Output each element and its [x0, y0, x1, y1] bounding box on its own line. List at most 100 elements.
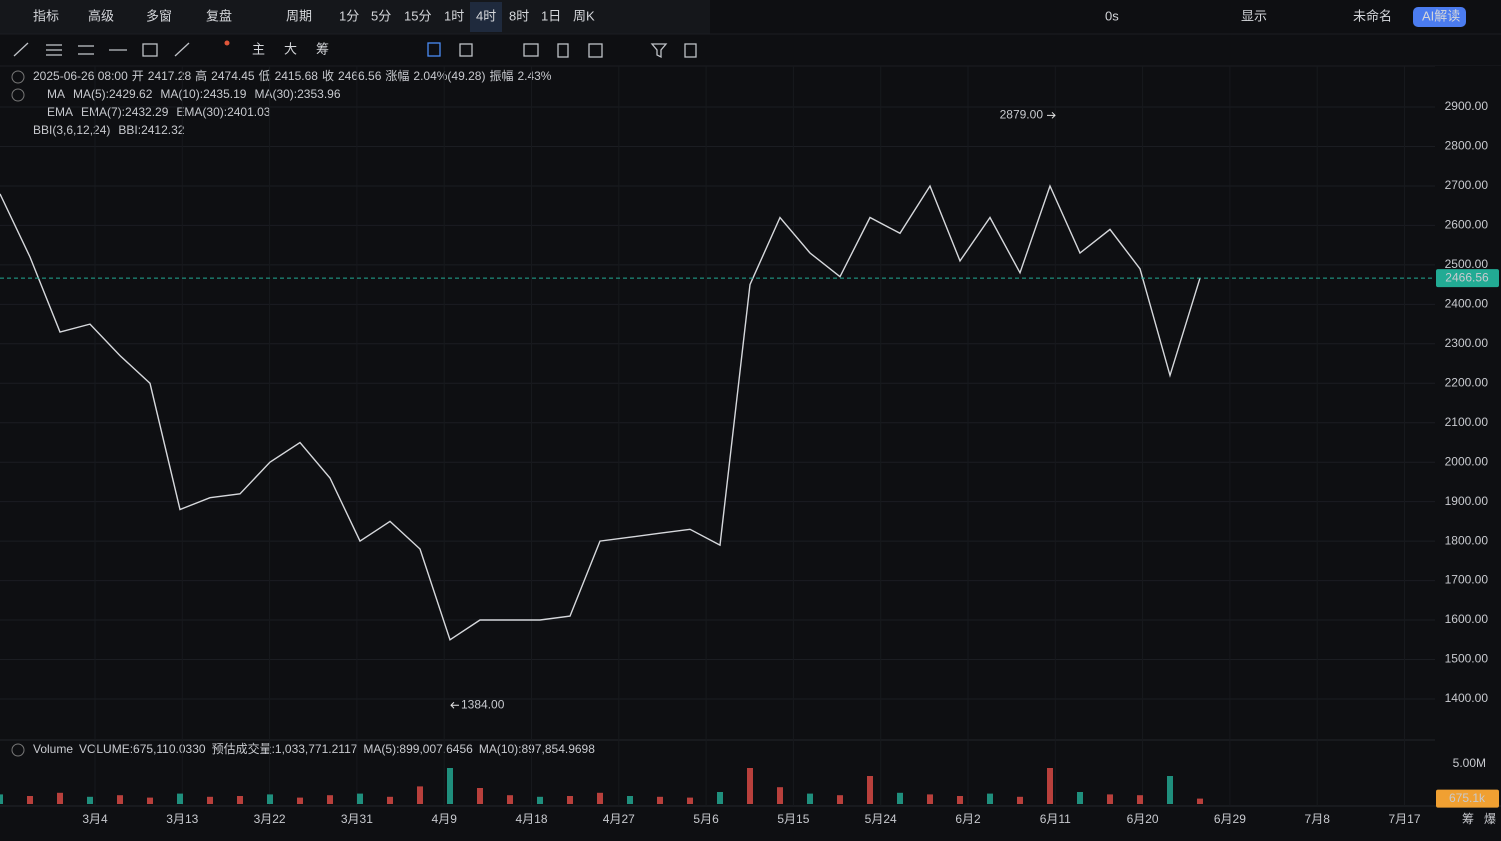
volume-bar — [657, 796, 663, 804]
info-value: 2.04%(49.28) — [413, 69, 485, 83]
volume-bar — [357, 793, 363, 804]
price-tag-label: 2466.56 — [1445, 270, 1489, 284]
top-toolbar — [0, 0, 710, 34]
toolbar-button[interactable]: 指标 — [33, 8, 59, 23]
volume-bar — [1107, 794, 1113, 804]
x-tick-label: 3月13 — [166, 812, 198, 826]
x-tick-label: 4月9 — [432, 812, 458, 826]
volume-legend-value: 预估成交量:1,033,771.2117 — [212, 741, 358, 756]
corner-label[interactable]: 筹 — [1462, 812, 1474, 826]
indicator-value: EMA(30):2401.03 — [176, 105, 270, 119]
x-tick-label: 7月17 — [1388, 812, 1420, 826]
ai-pill[interactable] — [1413, 7, 1466, 27]
volume-legend-value: MA(10):897,854.9698 — [479, 742, 595, 756]
volume-tag — [1436, 789, 1499, 808]
period-button[interactable]: 1时 — [444, 8, 464, 23]
active-period-bg — [470, 2, 502, 32]
x-tick-label: 7月8 — [1305, 812, 1331, 826]
indicator-name: EMA — [47, 105, 73, 119]
toolbar-button[interactable]: 高级 — [88, 8, 114, 23]
volume-tag-label: 675.1k — [1449, 791, 1486, 805]
volume-bar — [777, 787, 783, 804]
drawing-tool[interactable]: 大 — [284, 41, 297, 56]
toolbar-button[interactable]: 复盘 — [206, 8, 232, 23]
volume-bar — [297, 797, 303, 804]
info-value: 2417.28 — [148, 69, 192, 83]
volume-bar — [117, 795, 123, 804]
price-line — [0, 184, 1201, 641]
info-value: 2474.45 — [211, 69, 255, 83]
period-button[interactable]: 1日 — [541, 8, 561, 23]
period-button[interactable]: 15分 — [404, 8, 431, 23]
y-tick-label: 1400.00 — [1445, 691, 1489, 705]
drawing-tool[interactable]: 筹 — [316, 41, 329, 56]
drawing-tool[interactable]: 主 — [252, 41, 265, 56]
volume-legend-value: VOLUME:675,110.0330 — [79, 742, 206, 756]
indicator-value: EMA(7):2432.29 — [81, 105, 169, 119]
volume-bar — [1077, 792, 1083, 804]
collapse-icon[interactable] — [11, 70, 25, 84]
toolbar-button[interactable]: 周期 — [286, 8, 312, 23]
volume-bar — [1197, 798, 1203, 804]
volume-bar — [387, 796, 393, 804]
toolbar-button[interactable]: 未命名 — [1353, 8, 1392, 23]
volume-bar — [87, 796, 93, 804]
volume-bar — [447, 768, 453, 804]
info-label: 涨幅 — [385, 68, 409, 83]
y-tick-label: 2100.00 — [1445, 415, 1489, 429]
collapse-icon[interactable] — [11, 743, 25, 757]
volume-bar — [957, 796, 963, 804]
volume-bar — [237, 796, 243, 804]
period-button[interactable]: 4时 — [476, 8, 496, 23]
corner-label[interactable]: 爆 — [1484, 812, 1496, 826]
y-tick-label: 1700.00 — [1445, 573, 1489, 587]
volume-bar — [867, 776, 873, 804]
period-button[interactable]: 周K — [573, 8, 595, 23]
period-button[interactable]: 5分 — [371, 8, 391, 23]
y-tick-label: 2900.00 — [1445, 99, 1489, 113]
period-button[interactable]: 1分 — [339, 8, 359, 23]
volume-bar — [1047, 768, 1053, 804]
info-value: 2415.68 — [275, 69, 319, 83]
toolbar-button[interactable]: 多窗 — [146, 8, 172, 23]
x-tick-label: 6月2 — [955, 812, 981, 826]
volume-bar — [1017, 796, 1023, 804]
x-tick-label: 5月6 — [693, 812, 719, 826]
volume-legend-value: MA(5):899,007.6456 — [363, 742, 473, 756]
volume-bar — [627, 796, 633, 804]
toolbar-button[interactable]: 显示 — [1241, 8, 1267, 23]
toolbar-button[interactable]: 0s — [1105, 8, 1119, 23]
volume-bar — [417, 786, 423, 804]
volume-bar — [687, 797, 693, 804]
collapse-icon[interactable] — [11, 88, 25, 102]
info-label: 振幅 — [489, 68, 513, 83]
info-time: 2025-06-26 08:00 — [33, 69, 128, 83]
toolbar-button[interactable]: AI解读 — [1422, 8, 1460, 23]
y-tick-label: 1800.00 — [1445, 533, 1489, 547]
y-tick-label: 2400.00 — [1445, 297, 1489, 311]
x-tick-label: 4月18 — [515, 812, 547, 826]
x-tick-label: 4月27 — [603, 812, 635, 826]
volume-bar — [897, 792, 903, 804]
y-tick-label: 2000.00 — [1445, 454, 1489, 468]
volume-bar — [207, 796, 213, 804]
x-tick-label: 5月15 — [777, 812, 809, 826]
price-tag — [1436, 269, 1499, 288]
y-tick-label: 2500.00 — [1445, 257, 1489, 271]
volume-bar — [837, 795, 843, 804]
y-tick-label: 2200.00 — [1445, 375, 1489, 389]
volume-bar — [147, 797, 153, 804]
arrow — [1047, 111, 1056, 119]
period-button[interactable]: 8时 — [509, 8, 529, 23]
volume-bar — [27, 796, 33, 804]
volume-bar — [267, 794, 273, 804]
volume-bar — [507, 795, 513, 804]
volume-bar — [177, 793, 183, 804]
indicator-value: MA(10):2435.19 — [160, 87, 246, 101]
volume-bar — [927, 794, 933, 804]
x-tick-label: 5月24 — [865, 812, 897, 826]
volume-bar — [987, 793, 993, 804]
info-label: 开 — [132, 69, 144, 83]
indicator-name: MA — [47, 87, 65, 101]
